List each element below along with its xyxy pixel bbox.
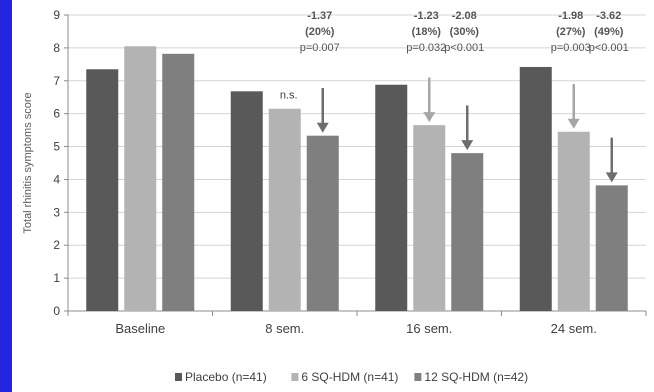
annotation-text: -3.62 [596,10,621,22]
annotation-ns: n.s. [280,90,298,102]
left-accent-bar [0,0,12,392]
legend-label: 12 SQ-HDM (n=42) [424,370,528,384]
y-tick-label: 6 [53,107,60,121]
annotation-text: -1.98 [558,10,583,22]
bar-1-3 [375,84,408,311]
annotation-arrow-head [605,172,618,183]
y-tick-label: 3 [53,205,60,219]
annotation-text: (18%) [412,26,442,38]
y-tick-label: 5 [53,140,60,154]
bar-3-3 [451,153,484,311]
bar-3-1 [162,53,195,311]
bar-3-4 [595,185,628,311]
bar-1-2 [230,91,263,312]
annotation-text: (49%) [594,26,624,38]
annotation-text: p=0.032 [406,42,446,54]
annotation-text: -2.08 [452,10,477,22]
annotation-text: (20%) [305,26,335,38]
annotation-text: p<0.001 [444,42,484,54]
y-tick-label: 7 [53,74,60,88]
bar-2-3 [413,125,446,311]
x-category-label: 16 sem. [406,321,452,336]
annotation-text: p<0.001 [589,42,629,54]
annotation-arrow-head [423,112,436,123]
legend-swatch [175,373,182,381]
annotation-text: p=0.003 [551,42,591,54]
y-tick-label: 2 [53,238,60,252]
annotation-text: (27%) [556,26,586,38]
annotation-text: p=0.007 [300,42,340,54]
y-axis-title: Total rhinitis symptoms score [22,92,34,233]
bar-2-1 [124,46,157,311]
x-category-label: 24 sem. [551,321,597,336]
annotation-arrow-head [567,118,580,129]
legend-label: Placebo (n=41) [185,370,267,384]
bar-2-2 [268,108,301,311]
bar-3-2 [306,135,339,311]
annotation-text: -1.23 [414,10,439,22]
annotation-text: -1.37 [307,10,332,22]
annotation-arrow-head [316,122,329,133]
bar-1-4 [519,66,552,311]
legend-swatch [291,373,299,381]
annotation-arrow-head [461,140,474,151]
bar-1-1 [86,69,119,312]
bar-2-4 [557,131,590,311]
y-tick-label: 4 [53,172,60,186]
x-category-label: Baseline [115,321,165,336]
y-tick-label: 1 [53,271,60,285]
y-tick-label: 8 [53,41,60,55]
legend-label: 6 SQ-HDM (n=41) [301,370,398,384]
legend-swatch [414,373,422,381]
x-category-label: 8 sem. [265,321,304,336]
y-tick-label: 9 [53,8,60,22]
annotation-text: (30%) [450,26,480,38]
y-tick-label: 0 [53,304,60,318]
